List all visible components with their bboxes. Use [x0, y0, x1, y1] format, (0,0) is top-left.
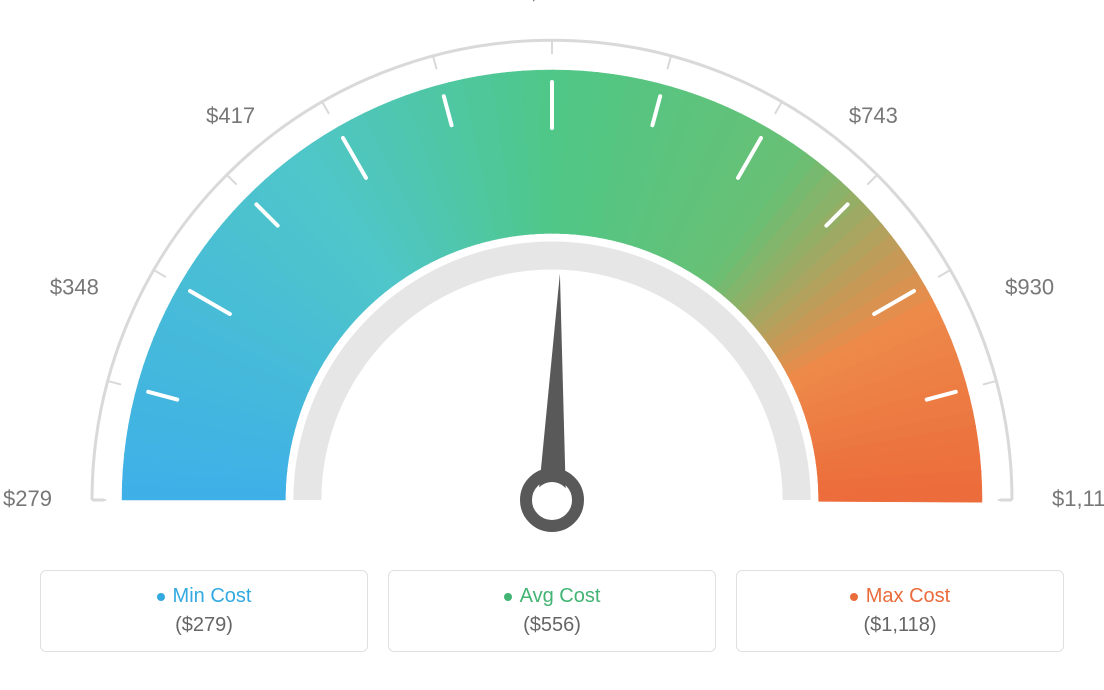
legend-max-value: ($1,118) — [747, 614, 1053, 637]
legend-max-label: Max Cost — [866, 585, 950, 608]
legend-row: Min Cost ($279) Avg Cost ($556) Max Cost… — [0, 570, 1104, 652]
svg-text:$743: $743 — [849, 103, 898, 128]
legend-avg: Avg Cost ($556) — [388, 570, 716, 652]
legend-avg-label: Avg Cost — [520, 585, 601, 608]
legend-max-label-row: Max Cost — [747, 585, 1053, 608]
legend-min: Min Cost ($279) — [40, 570, 368, 652]
svg-text:$930: $930 — [1005, 275, 1054, 300]
legend-min-label-row: Min Cost — [51, 585, 357, 608]
svg-text:$1,118: $1,118 — [1052, 486, 1104, 511]
legend-min-label: Min Cost — [173, 585, 252, 608]
gauge-svg: $279 $348 $417 $556 $743 $930 $1,118 — [0, 0, 1104, 560]
svg-text:$556: $556 — [528, 0, 577, 5]
legend-avg-label-row: Avg Cost — [399, 585, 705, 608]
svg-text:$417: $417 — [206, 103, 255, 128]
dot-icon-max — [850, 593, 858, 601]
legend-min-value: ($279) — [51, 614, 357, 637]
svg-text:$279: $279 — [3, 486, 52, 511]
svg-text:$348: $348 — [50, 275, 99, 300]
legend-max: Max Cost ($1,118) — [736, 570, 1064, 652]
dot-icon-min — [157, 593, 165, 601]
dot-icon-avg — [504, 593, 512, 601]
legend-avg-value: ($556) — [399, 614, 705, 637]
gauge-area: $279 $348 $417 $556 $743 $930 $1,118 — [0, 0, 1104, 560]
gauge-chart-container: { "gauge": { "type": "gauge", "min_value… — [0, 0, 1104, 690]
